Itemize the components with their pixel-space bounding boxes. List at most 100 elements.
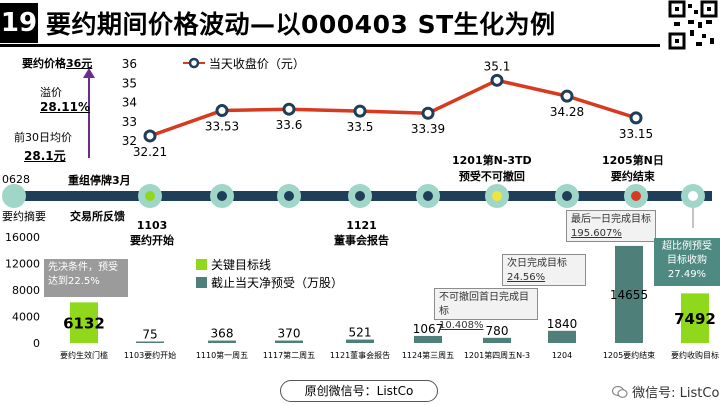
bar-y-tick: 16000 <box>5 231 40 244</box>
net-accept-bar <box>346 339 374 343</box>
key-target-bar <box>70 302 98 343</box>
avg30-value: 28.1元 <box>24 149 66 163</box>
exchange-label: 交易所反馈 <box>70 210 125 223</box>
bar-category-label: 1110第一周五 <box>196 350 248 360</box>
price-series-line <box>149 78 637 138</box>
premium-value: 28.11% <box>40 100 90 114</box>
bar-category-label: 1103要约开始 <box>124 350 176 360</box>
offer-price: 要约价格36元 <box>22 55 92 71</box>
price-data-label: 33.5 <box>347 120 374 134</box>
footer-badge: 原创微信号：ListCo <box>280 380 438 402</box>
bar-y-tick: 4000 <box>12 311 40 324</box>
price-legend-label: 当天收盘价（元） <box>208 57 305 71</box>
bar-value-label: 7492 <box>674 310 716 328</box>
timeline-node <box>217 191 227 201</box>
bar-value-label: 1840 <box>547 317 578 331</box>
price-point <box>560 89 574 103</box>
board-report-date: 1121 <box>346 219 377 232</box>
offer-start-label: 1103 要约开始 <box>130 219 174 248</box>
bar-category-label: 1204 <box>552 351 572 360</box>
key-target-legend: 关键目标线 <box>196 256 271 273</box>
n3-date: 1201第N-3TD <box>452 154 532 167</box>
bar-value-label: 75 <box>142 328 157 342</box>
bar-category-label: 1201第四周五N-3 <box>464 350 530 360</box>
price-y-tick: 33 <box>122 115 137 129</box>
suspend-label: 重组停牌3月 <box>68 174 131 187</box>
net-accept-swatch <box>196 277 207 288</box>
key-target-legend-label: 关键目标线 <box>211 258 272 272</box>
bar-value-label: 1067 <box>413 322 444 336</box>
last-day-value: 195.607% <box>571 228 622 239</box>
irrevocable-value: 10.408% <box>439 320 484 331</box>
price-point <box>629 111 643 125</box>
timeline-node-start <box>9 191 19 201</box>
board-report-label: 1121 董事会报告 <box>334 219 389 248</box>
price-point <box>421 106 435 120</box>
title-rule <box>0 44 660 47</box>
price-data-label: 33.53 <box>205 120 239 134</box>
offer-price-value: 36元 <box>66 57 93 70</box>
net-accept-legend: 截止当天净预受（万股） <box>196 274 343 291</box>
price-data-label: 32.21 <box>133 145 167 159</box>
price-data-label: 33.15 <box>619 127 653 141</box>
net-accept-legend-label: 截止当天净预受（万股） <box>211 276 344 290</box>
net-accept-bar <box>414 335 442 343</box>
qr-code-icon <box>668 0 718 50</box>
bar-category-label: 1117第二周五 <box>263 350 315 360</box>
bar-value-label: 6132 <box>63 315 105 333</box>
price-point <box>282 102 296 116</box>
offer-start-text: 要约开始 <box>130 234 174 247</box>
offer-end-text: 要约结束 <box>610 170 655 183</box>
bar-value-label: 780 <box>486 324 509 338</box>
timeline-node <box>284 191 294 201</box>
avg30-label: 前30日均价 <box>14 131 72 144</box>
legend-line-marker <box>183 57 205 69</box>
net-accept-bar <box>275 340 303 343</box>
bar-y-tick: 0 <box>33 337 40 350</box>
timeline-node <box>423 191 433 201</box>
price-y-tick: 36 <box>122 57 137 71</box>
timeline <box>2 184 712 228</box>
excess-value: 27.49% <box>667 269 707 280</box>
next-day-text: 次日完成目标 <box>507 258 567 269</box>
price-point <box>143 129 157 143</box>
next-day-value: 24.56% <box>507 272 546 283</box>
offer-start-date: 1103 <box>136 219 168 232</box>
offer-end-label: 1205第N日 要约结束 <box>602 152 664 184</box>
bar-value-label: 368 <box>211 327 234 341</box>
price-point <box>490 73 504 87</box>
page-title: 要约期间价格波动—以000403 ST生化为例 <box>46 10 556 39</box>
price-y-tick: 34 <box>122 96 137 110</box>
bar-y-tick: 8000 <box>12 284 40 297</box>
bar-value-label: 370 <box>278 327 301 341</box>
summary-label: 要约摘要 <box>2 210 46 223</box>
next-day-callout: 次日完成目标 24.56% <box>502 254 586 286</box>
excess-callout: 超比例预受 目标收购 27.49% <box>654 238 720 286</box>
net-accept-bar <box>483 337 511 343</box>
bar-category-label: 要约收购目标 <box>671 350 719 360</box>
price-data-label: 33.39 <box>411 122 445 136</box>
timeline-node-offer-end <box>631 191 641 201</box>
n3-label: 1201第N-3TD 预受不可撤回 <box>452 152 532 184</box>
excess-sub: 目标收购 <box>667 255 707 266</box>
timeline-node-irrevocable <box>492 191 502 201</box>
price-data-label: 34.28 <box>550 105 584 119</box>
n3-text: 预受不可撤回 <box>458 170 525 183</box>
bar-category-label: 1205要约结束 <box>603 350 655 360</box>
net-accept-bar <box>208 340 236 343</box>
key-target-swatch <box>196 259 207 270</box>
offer-end-date: 1205第N日 <box>602 154 664 167</box>
net-accept-bar <box>548 330 576 343</box>
bar-category-label: 要约生效门槛 <box>60 350 108 360</box>
price-data-label: 35.1 <box>484 59 511 73</box>
slide-number: 19 <box>0 3 38 43</box>
price-y-tick: 32 <box>122 134 137 148</box>
timeline-node-final <box>688 191 698 201</box>
wechat-watermark-text: 微信号: ListCo <box>632 386 720 401</box>
price-point <box>353 104 367 118</box>
last-day-text: 最后一日完成目标 <box>571 214 651 225</box>
board-report-text: 董事会报告 <box>334 234 389 247</box>
bar-value-label: 521 <box>349 326 372 340</box>
net-accept-bar <box>136 341 164 343</box>
